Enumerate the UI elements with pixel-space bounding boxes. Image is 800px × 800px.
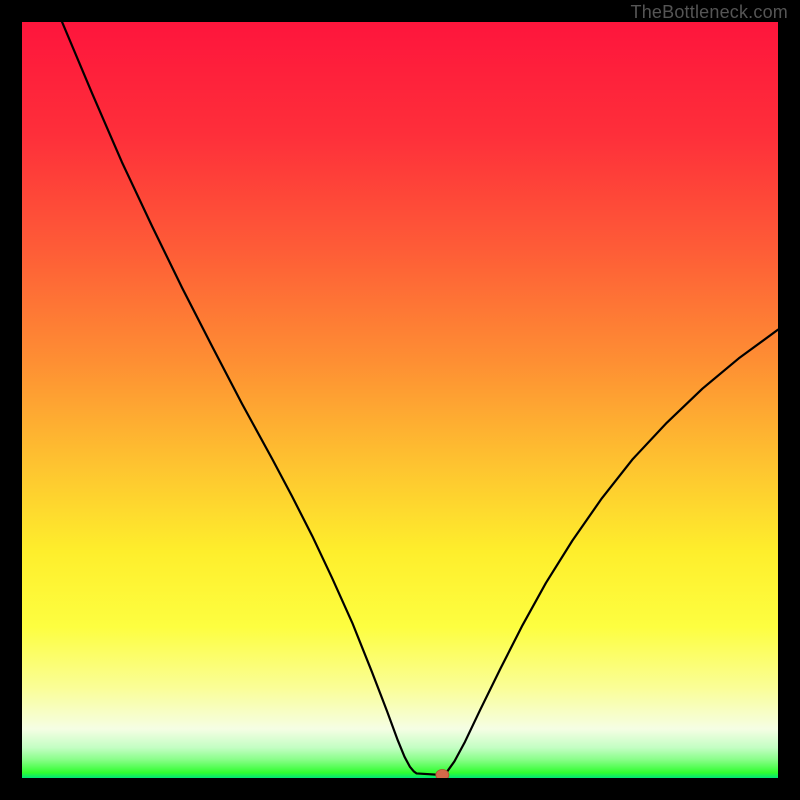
chart-plot-area: [22, 22, 778, 778]
chart-svg: [22, 22, 778, 778]
gradient-background: [22, 22, 778, 778]
watermark-text: TheBottleneck.com: [631, 2, 788, 23]
optimal-point-marker: [436, 769, 449, 778]
